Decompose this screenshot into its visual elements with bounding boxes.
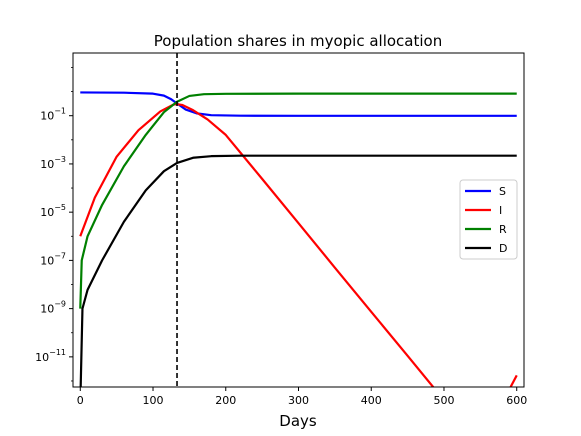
x-axis: 0 100 200 300 400 500 600 [77, 387, 527, 407]
x-tick-label: 500 [433, 394, 454, 407]
x-tick-label: 0 [77, 394, 84, 407]
x-tick-label: 100 [143, 394, 164, 407]
x-tick-label: 600 [506, 394, 527, 407]
plot-area [72, 52, 525, 388]
y-tick-label: 10−11 [35, 348, 66, 364]
x-tick-label: 200 [215, 394, 236, 407]
y-tick-label: 10−3 [40, 155, 66, 171]
x-tick-label: 300 [288, 394, 309, 407]
chart-title: Population shares in myopic allocation [154, 32, 442, 50]
legend-box [459, 179, 518, 260]
y-tick-label: 10−1 [40, 107, 66, 123]
series-line-R [79, 92, 517, 309]
y-tick-label: 10−7 [40, 251, 66, 267]
legend-label-S: S [499, 185, 506, 198]
x-tick-label: 400 [361, 394, 382, 407]
y-tick-label: 10−9 [40, 300, 66, 316]
series-line-D [79, 154, 517, 387]
y-tick-label: 10−5 [40, 203, 66, 219]
series-layer [79, 91, 518, 387]
legend-label-I: I [499, 204, 502, 217]
x-axis-label: Days [279, 412, 317, 430]
legend-label-R: R [499, 223, 507, 236]
legend-label-D: D [499, 242, 507, 255]
series-line-I [79, 103, 518, 387]
y-axis: 10−1 10−3 10−5 10−7 10−9 10−11 [35, 67, 73, 382]
series-line-S [80, 91, 517, 117]
